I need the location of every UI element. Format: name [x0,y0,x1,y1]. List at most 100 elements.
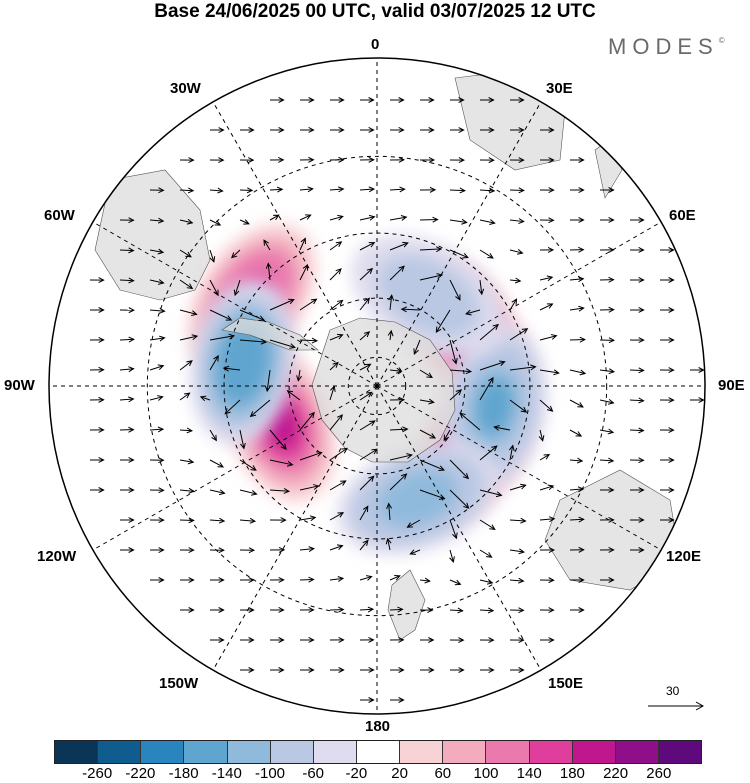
wind-vector [509,277,522,284]
wind-vector [419,398,435,405]
wind-vector [629,337,645,344]
wind-vector [222,365,241,372]
colorbar-swatch [184,741,228,763]
wind-vector [299,298,318,311]
wind-vector [385,537,392,551]
wind-vector [329,299,344,311]
wind-vector [179,309,198,316]
wind-vector [509,187,525,194]
wind-vector [459,412,481,431]
wind-vector [179,607,195,613]
wind-vector [629,217,645,223]
wind-vector [509,607,525,614]
wind-vector [539,246,555,253]
colorbar-swatch [529,741,573,763]
wind-vector [269,127,285,133]
wind-vector [179,157,195,164]
wind-vector [119,277,135,284]
meridian-line [376,385,542,671]
wind-vector [209,187,224,194]
wind-vector [389,473,408,491]
wind-vector [509,218,525,224]
wind-vector [299,637,315,643]
anomaly-contour-band [402,275,455,318]
wind-vector [389,606,404,613]
wind-vector [389,186,406,193]
wind-vector [209,127,225,133]
colorbar-tick-label: -180 [168,765,199,782]
wind-vector [269,97,285,103]
wind-vector [149,547,165,553]
wind-vector [299,186,314,193]
wind-vector [299,214,312,221]
wind-vector [539,334,558,341]
wind-vector [179,427,193,434]
wind-vector [179,487,195,494]
wind-vector [419,667,435,673]
lon-label-90e: 90E [718,377,745,394]
wind-vector [269,339,296,349]
colorbar-tick-label: -140 [211,765,242,782]
wind-vector [449,459,470,480]
wind-vector [629,517,645,523]
anomaly-contour-band [224,334,262,391]
wind-vector [329,333,344,341]
wind-vector [388,294,395,311]
wind-vector [419,186,437,193]
wind-vector [209,219,222,226]
wind-vector [209,309,233,321]
wind-vector [329,606,345,613]
colorbar-tick-label: 220 [603,765,629,782]
colorbar-tick-label: -100 [254,765,286,782]
wind-vector [119,547,135,553]
wind-vector [299,484,320,491]
wind-vector [209,577,225,583]
wind-vector [659,397,675,404]
wind-vector [599,457,615,464]
wind-vector [179,577,195,583]
wind-vector [569,457,584,464]
wind-vector [119,487,135,493]
wind-vector [359,448,378,461]
wind-vector [209,637,225,643]
wind-vector [209,547,225,554]
wind-vector [299,127,315,133]
wind-vector [659,427,675,434]
wind-vector [689,367,705,373]
meridian-line [92,385,378,551]
wind-vector [329,414,343,431]
wind-vector [449,489,470,509]
wind-vector [359,242,376,251]
wind-vector [509,483,527,491]
wind-vector [149,279,165,285]
wind-vector [359,697,375,703]
wind-vector [539,577,555,584]
wind-vector [599,246,615,253]
wind-vector [239,607,255,613]
wind-vector [179,187,195,194]
wind-vector [509,249,524,255]
wind-vector [387,329,394,341]
wind-vector [479,323,499,341]
wind-vector [329,241,343,251]
latitude-circle [347,356,407,416]
wind-vector [329,214,344,221]
wind-vector [569,187,585,193]
wind-vector [443,429,451,442]
meridian-line [212,385,378,671]
wind-vector [119,307,135,314]
colorbar-swatch [443,741,487,763]
wind-vector [449,157,466,164]
meridian-line [92,221,378,387]
wind-vector [269,667,285,673]
wind-vector [359,267,374,281]
wind-vector [239,309,265,321]
wind-vector [539,127,555,133]
wind-vector [359,391,373,401]
wind-vector [509,637,525,643]
wind-vector [299,515,317,522]
wind-vector [659,307,675,313]
wind-vector [239,489,258,496]
colorbar-tick-label: 260 [646,765,672,782]
reference-vector-label: 30 [666,684,680,698]
